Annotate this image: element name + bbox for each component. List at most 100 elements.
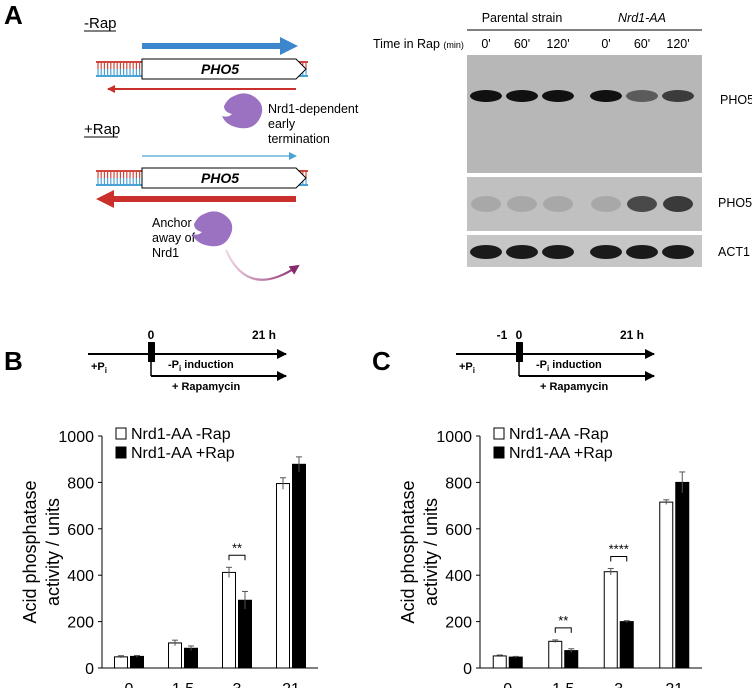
y-axis-label: activity / units bbox=[421, 498, 441, 606]
blot-bands bbox=[470, 90, 694, 259]
bar bbox=[492, 655, 507, 669]
time-label-lane: 60' bbox=[634, 37, 650, 51]
bar bbox=[292, 463, 306, 669]
x-tick-label: 21 bbox=[665, 681, 683, 688]
bar bbox=[276, 483, 290, 669]
time-labels: 0' 60' 120' 0' 60' 120' bbox=[481, 37, 689, 51]
band-pho5-s bbox=[626, 90, 658, 102]
y-tick-label: 1000 bbox=[58, 429, 94, 446]
anchor-line-2: away of bbox=[152, 231, 196, 245]
band-pho5-s bbox=[470, 90, 502, 102]
timeline-end: 21 h bbox=[620, 328, 644, 342]
timeline-plus-p: +Pi bbox=[91, 361, 107, 375]
band-pho5-s bbox=[590, 90, 622, 102]
time-label-lane: 60' bbox=[514, 37, 530, 51]
significance-bracket bbox=[610, 555, 628, 562]
x-tick-label: 21 bbox=[282, 681, 300, 688]
legend-label: Nrd1-AA -Rap bbox=[131, 426, 231, 443]
induction-prefix: -P bbox=[536, 359, 547, 371]
termination-line-1: Nrd1-dependent bbox=[268, 102, 359, 116]
time-label: Time in Rap (min) bbox=[373, 37, 464, 51]
gene-box-bottom: PHO5 bbox=[141, 167, 307, 189]
sense-arrow-top bbox=[142, 37, 298, 55]
anchor-away-arrow bbox=[224, 249, 300, 281]
legend-label: Nrd1-AA +Rap bbox=[131, 445, 235, 462]
gene-label-top: PHO5 bbox=[201, 61, 239, 77]
significance-label: ** bbox=[558, 613, 568, 628]
y-tick-label: 800 bbox=[445, 475, 472, 492]
antisense-arrow-bottom bbox=[96, 190, 296, 208]
bar bbox=[675, 481, 690, 669]
timeline-start: 0 bbox=[516, 328, 523, 342]
y-tick-label: 0 bbox=[85, 661, 94, 678]
y-tick-label: 200 bbox=[67, 615, 94, 632]
y-tick-label: 600 bbox=[67, 522, 94, 539]
legend-label: Nrd1-AA -Rap bbox=[509, 426, 609, 443]
nrd1-protein-top bbox=[222, 93, 263, 129]
band-pho5-as bbox=[663, 196, 693, 212]
band-pho5-as bbox=[471, 196, 501, 212]
group-nrd1-aa: Nrd1-AA bbox=[618, 11, 666, 25]
minus-rap-label: -Rap bbox=[84, 15, 117, 32]
anchor-line-3: Nrd1 bbox=[152, 246, 179, 260]
bar bbox=[619, 621, 634, 669]
panel-letter-a: A bbox=[4, 0, 23, 30]
blot-pho5-sense bbox=[467, 55, 702, 173]
panel-letter-c: C bbox=[372, 346, 391, 376]
x-tick-label: 1,5 bbox=[172, 681, 194, 688]
significance-bracket bbox=[554, 627, 572, 633]
gene-box-top: PHO5 bbox=[141, 58, 307, 80]
induction-prefix: -P bbox=[168, 359, 179, 371]
bar bbox=[130, 655, 144, 669]
timeline-b: 0 21 h+Pi -Pi induction+ Rapamycin bbox=[88, 328, 287, 393]
band-label-act1: ACT1 bbox=[718, 245, 750, 259]
x-tick-label: 0 bbox=[125, 681, 134, 688]
x-tick-label: 3 bbox=[614, 681, 623, 688]
legend-swatch bbox=[115, 446, 127, 459]
panel-letter-b: B bbox=[4, 346, 23, 376]
time-label-lane: 0' bbox=[481, 37, 490, 51]
nrd1-protein-bottom bbox=[192, 211, 233, 247]
y-tick-label: 400 bbox=[445, 568, 472, 585]
timeline-block bbox=[148, 342, 155, 362]
bar bbox=[603, 571, 618, 669]
subscript-i: i bbox=[105, 366, 107, 375]
y-axis-label: activity / units bbox=[43, 498, 63, 606]
band-pho5-as bbox=[543, 196, 573, 212]
termination-line-2: early bbox=[268, 117, 296, 131]
timeline-induction: -Pi induction bbox=[536, 359, 602, 373]
bar bbox=[114, 656, 128, 669]
induction-suffix: induction bbox=[549, 359, 602, 371]
timeline-rap-start: -1 bbox=[497, 328, 508, 342]
bar bbox=[168, 642, 182, 669]
subscript-i: i bbox=[473, 366, 475, 375]
band-label-pho5-as: PHO5 AS bbox=[718, 196, 752, 210]
plus-rap-label: +Rap bbox=[84, 121, 120, 138]
significance-label: ** bbox=[232, 540, 242, 555]
time-label-lane: 120' bbox=[666, 37, 689, 51]
y-axis-label: Acid phosphatase bbox=[398, 480, 418, 623]
y-tick-label: 0 bbox=[463, 661, 472, 678]
x-tick-label: 1,5 bbox=[552, 681, 574, 688]
subscript-i: i bbox=[179, 364, 181, 373]
subscript-i: i bbox=[547, 364, 549, 373]
band-pho5-s bbox=[542, 90, 574, 102]
band-act1 bbox=[506, 245, 538, 259]
y-tick-label: 200 bbox=[445, 615, 472, 632]
timeline-block bbox=[516, 342, 523, 362]
legend-swatch bbox=[493, 446, 505, 459]
bar bbox=[508, 656, 523, 669]
gene-label-bottom: PHO5 bbox=[201, 170, 239, 186]
band-pho5-as bbox=[591, 196, 621, 212]
y-tick-label: 400 bbox=[67, 568, 94, 585]
timeline-rapamycin: + Rapamycin bbox=[172, 381, 240, 393]
x-tick-label: 3 bbox=[233, 681, 242, 688]
timeline-induction: -Pi induction bbox=[168, 359, 234, 373]
y-tick-label: 800 bbox=[67, 475, 94, 492]
bar bbox=[184, 647, 198, 669]
y-tick-label: 1000 bbox=[436, 429, 472, 446]
legend-swatch bbox=[115, 427, 127, 440]
induction-suffix: induction bbox=[181, 359, 234, 371]
timeline-start: 0 bbox=[148, 328, 155, 342]
